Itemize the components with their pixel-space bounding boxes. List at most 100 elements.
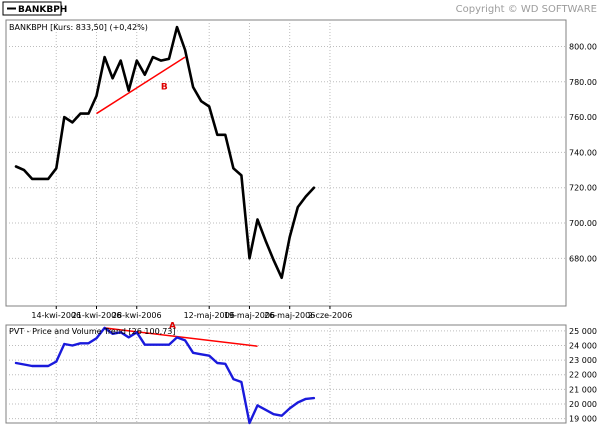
price-y-tick-label: 720.00 xyxy=(569,184,597,193)
price-point xyxy=(127,89,130,92)
price-point xyxy=(79,112,82,115)
pvt-point xyxy=(264,409,267,411)
pvt-point xyxy=(305,398,307,400)
pvt-point xyxy=(111,332,114,335)
pvt-point xyxy=(87,342,90,345)
price-y-tick-label: 800.00 xyxy=(569,42,597,51)
price-point xyxy=(216,133,219,136)
price-point xyxy=(280,276,283,279)
pvt-series-line xyxy=(14,326,316,425)
legend-entry[interactable]: BANKBPH xyxy=(2,1,67,16)
pvt-point xyxy=(216,362,219,364)
annotation-label-a: A xyxy=(169,321,176,331)
pvt-point xyxy=(248,422,251,424)
price-point xyxy=(15,165,17,168)
price-series xyxy=(14,25,316,280)
pvt-point xyxy=(144,343,146,346)
pvt-point xyxy=(95,337,98,339)
price-point xyxy=(71,121,74,124)
price-x-tick-label: 12-maj-2006 xyxy=(184,311,235,320)
pvt-y-tick-label: 21 000 xyxy=(569,385,597,394)
price-point xyxy=(144,73,146,76)
trendline-b xyxy=(96,56,186,115)
price-point xyxy=(23,169,25,171)
price-y-tick-label: 700.00 xyxy=(569,219,597,228)
pvt-point xyxy=(119,331,122,334)
pvt-point xyxy=(296,401,299,404)
pvt-trendline xyxy=(104,327,258,347)
price-point xyxy=(111,77,114,80)
pvt-y-tick-label: 22 000 xyxy=(569,371,597,380)
price-x-tick-label: 14-kwi-2006 xyxy=(31,311,81,320)
pvt-point xyxy=(168,343,170,346)
pvt-y-tick-label: 23 000 xyxy=(569,356,597,365)
price-x-tick-label: 19-maj-2006 xyxy=(224,311,275,320)
pvt-point xyxy=(224,362,227,365)
price-x-tick-label: 28-kwi-2006 xyxy=(112,311,162,320)
pvt-panel: 19 000 20 000 21 000 22 000 23 000 24 000 25 0… xyxy=(5,321,597,425)
price-point xyxy=(63,116,66,118)
price-panel-title: BANKBPH [Kurs: 833,50] (+0,42%) xyxy=(9,23,148,32)
price-point xyxy=(160,59,162,62)
price-point xyxy=(288,236,291,238)
pvt-point xyxy=(39,365,41,367)
price-point xyxy=(31,178,33,180)
pvt-point xyxy=(103,327,106,329)
pvt-point xyxy=(240,381,243,383)
pvt-point xyxy=(55,360,58,363)
pvt-panel-title: PVT - Price and Volume Trend [26 100,73] xyxy=(9,327,176,336)
pvt-point xyxy=(288,407,291,410)
pvt-point xyxy=(15,362,17,364)
pvt-point xyxy=(272,413,275,416)
price-point xyxy=(240,174,243,177)
price-point xyxy=(232,167,235,170)
price-x-tick-label: 2-cze-2006 xyxy=(308,311,353,320)
pvt-series xyxy=(14,326,316,425)
pvt-point xyxy=(47,365,49,367)
price-point xyxy=(168,58,170,60)
chart-header: BANKBPH Copyright © WD SOFTWARE xyxy=(2,1,597,16)
price-y-tick-label: 740.00 xyxy=(569,148,597,157)
pvt-point xyxy=(184,339,186,342)
pvt-point xyxy=(127,336,130,339)
price-annotations: B xyxy=(161,82,168,92)
price-point xyxy=(176,26,178,28)
price-point xyxy=(47,178,49,180)
pvt-point xyxy=(63,343,66,345)
price-y-tick-label: 680.00 xyxy=(569,254,597,263)
price-point xyxy=(208,105,210,108)
pvt-point xyxy=(31,365,33,367)
price-point xyxy=(152,56,154,58)
price-point xyxy=(248,257,251,260)
pvt-y-tick-label: 25 000 xyxy=(569,327,597,336)
price-point xyxy=(135,59,138,62)
pvt-point xyxy=(280,414,283,417)
pvt-grid xyxy=(6,325,566,423)
pvt-point xyxy=(135,331,138,334)
price-point xyxy=(39,178,41,180)
pvt-point xyxy=(152,343,154,346)
pvt-point xyxy=(23,363,25,366)
pvt-y-tick-label: 19 000 xyxy=(569,415,597,424)
price-point xyxy=(95,95,98,97)
pvt-point xyxy=(160,343,162,346)
annotation-label-b: B xyxy=(161,82,168,92)
pvt-y-tick-label: 24 000 xyxy=(569,341,597,350)
price-point xyxy=(55,167,58,170)
pvt-y-tick-label: 20 000 xyxy=(569,400,597,409)
price-series-line xyxy=(14,25,316,280)
pvt-point xyxy=(79,342,82,345)
price-point xyxy=(296,206,299,208)
pvt-point xyxy=(313,397,315,399)
price-point xyxy=(119,59,122,62)
price-x-tick-label: 21-kwi-2006 xyxy=(72,311,122,320)
price-point xyxy=(103,56,106,58)
price-point xyxy=(264,239,267,242)
pvt-point xyxy=(176,336,178,339)
pvt-annotations: A xyxy=(169,321,176,331)
price-point xyxy=(200,100,202,103)
price-point xyxy=(272,259,275,261)
price-point xyxy=(256,218,259,221)
